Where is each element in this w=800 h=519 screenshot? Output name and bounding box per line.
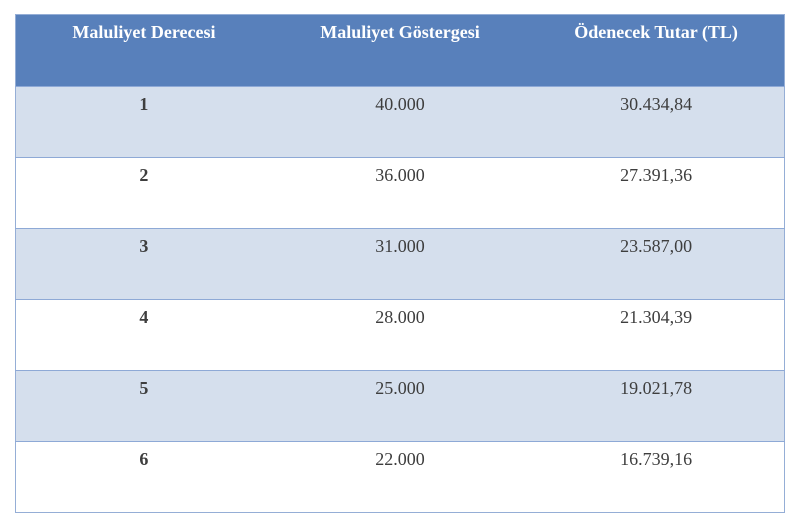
table-row: 4 28.000 21.304,39 [15, 299, 785, 371]
indicator-cell: 40.000 [375, 94, 425, 114]
indicator-cell: 36.000 [375, 165, 425, 185]
indicator-cell: 25.000 [375, 378, 425, 398]
table-row: 3 31.000 23.587,00 [15, 228, 785, 300]
indicator-cell: 28.000 [375, 307, 425, 327]
table-row: 5 25.000 19.021,78 [15, 370, 785, 442]
header-row: Maluliyet Derecesi Maluliyet Göstergesi … [15, 14, 785, 87]
table-row: 1 40.000 30.434,84 [15, 86, 785, 158]
header-disability-indicator: Maluliyet Göstergesi [271, 14, 529, 87]
header-payable-amount: Ödenecek Tutar (TL) [528, 14, 785, 87]
amount-cell: 23.587,00 [620, 236, 693, 256]
degree-cell: 5 [139, 378, 149, 398]
amount-cell: 16.739,16 [620, 449, 693, 469]
amount-cell: 30.434,84 [620, 94, 693, 114]
table-row: 2 36.000 27.391,36 [15, 157, 785, 229]
disability-payment-table: Maluliyet Derecesi Maluliyet Göstergesi … [15, 14, 785, 513]
header-disability-degree: Maluliyet Derecesi [15, 14, 272, 87]
indicator-cell: 31.000 [375, 236, 425, 256]
amount-cell: 27.391,36 [620, 165, 693, 185]
indicator-cell: 22.000 [375, 449, 425, 469]
amount-cell: 19.021,78 [620, 378, 693, 398]
degree-cell: 1 [139, 94, 149, 114]
table-row: 6 22.000 16.739,16 [15, 441, 785, 513]
degree-cell: 3 [139, 236, 149, 256]
amount-cell: 21.304,39 [620, 307, 693, 327]
degree-cell: 2 [139, 165, 149, 185]
degree-cell: 6 [139, 449, 149, 469]
degree-cell: 4 [139, 307, 149, 327]
